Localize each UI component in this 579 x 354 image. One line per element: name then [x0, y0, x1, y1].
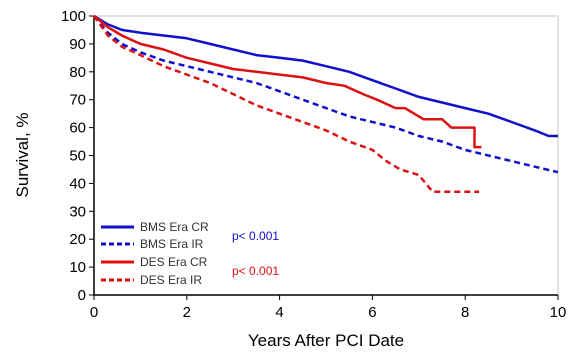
- legend-item-bms-ir: BMS Era IR: [101, 237, 204, 251]
- x-ticks: 0 2 4 6 8 10: [90, 295, 567, 321]
- legend-label-des-ir: DES Era IR: [140, 273, 202, 287]
- p-value-bms: p< 0.001: [232, 229, 279, 243]
- y-tick-label: 10: [69, 259, 86, 276]
- x-tick-label: 6: [368, 304, 376, 321]
- x-tick-label: 4: [275, 304, 283, 321]
- legend-item-des-cr: DES Era CR: [101, 255, 208, 269]
- series-line-bms-era-ir: [93, 15, 559, 174]
- p-value-des: p< 0.001: [232, 264, 279, 278]
- y-tick-label: 0: [78, 287, 86, 304]
- legend-item-bms-cr: BMS Era CR: [101, 220, 209, 234]
- legend: BMS Era CR BMS Era IR DES Era CR DES Era…: [101, 220, 209, 287]
- x-tick-label: 8: [461, 304, 469, 321]
- series-line-des-era-ir: [92, 15, 480, 194]
- y-tick-label: 60: [69, 120, 86, 137]
- x-axis-title: Years After PCI Date: [248, 331, 404, 350]
- y-tick-label: 20: [69, 231, 86, 248]
- x-tick-label: 0: [90, 304, 98, 321]
- series-line-bms-era-cr: [93, 14, 558, 138]
- x-tick-label: 10: [550, 304, 567, 321]
- y-tick-label: 50: [69, 148, 86, 165]
- series-line-des-era-cr: [93, 15, 482, 149]
- legend-label-bms-ir: BMS Era IR: [140, 237, 204, 251]
- legend-label-bms-cr: BMS Era CR: [140, 220, 209, 234]
- x-tick-label: 2: [183, 304, 191, 321]
- y-tick-label: 100: [61, 8, 86, 25]
- y-tick-label: 90: [69, 36, 86, 53]
- y-tick-label: 30: [69, 203, 86, 220]
- series-layer: [92, 14, 559, 194]
- y-tick-label: 40: [69, 175, 86, 192]
- legend-label-des-cr: DES Era CR: [140, 255, 208, 269]
- y-axis-title: Survival, %: [13, 112, 32, 197]
- y-ticks: 0 10 20 30 40 50 60 70 80 90 100: [61, 8, 94, 304]
- y-tick-label: 70: [69, 92, 86, 109]
- legend-item-des-ir: DES Era IR: [101, 273, 202, 287]
- y-tick-label: 80: [69, 64, 86, 81]
